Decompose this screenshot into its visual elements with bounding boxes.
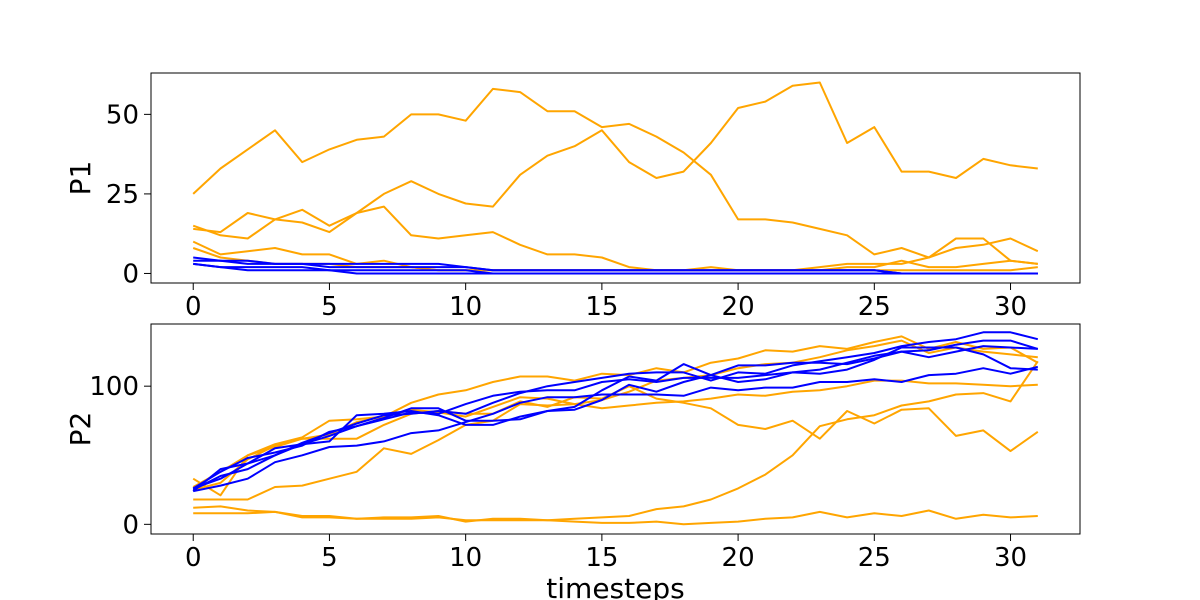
x-axis-label: timesteps (546, 572, 684, 600)
p2-x-tick-label: 10 (449, 543, 482, 573)
p1-x-tick-label: 10 (449, 292, 482, 322)
p2-x-tick-label: 15 (585, 543, 618, 573)
p2-lines (192, 331, 1039, 526)
p2-y-tick-label: 100 (89, 372, 139, 402)
p1-series-line-2 (192, 81, 1038, 240)
p2-series-line-9 (192, 365, 1039, 493)
p1-series-line-1 (192, 87, 1038, 265)
p1-series-line-9 (193, 262, 1038, 275)
subplot-p1: 0 5 10 15 20 25 30 0 25 50 P1 (64, 72, 1081, 322)
subplot-p2: 0 5 10 15 20 25 30 0 100 P2 timesteps (64, 323, 1081, 600)
p1-y-tick-label: 0 (122, 259, 139, 289)
p1-x-ticks: 0 5 10 15 20 25 30 (185, 283, 1027, 322)
p1-lines (192, 81, 1039, 275)
p1-y-tick-label: 50 (106, 100, 139, 130)
p2-series-line-10 (192, 345, 1038, 491)
p2-series-line-1 (192, 335, 1039, 497)
p2-x-ticks: 0 5 10 15 20 25 30 (185, 534, 1027, 573)
p2-y-axis-label: P2 (64, 412, 97, 447)
p1-x-tick-label: 25 (858, 292, 891, 322)
p1-x-tick-label: 20 (722, 292, 755, 322)
p1-y-tick-label: 25 (106, 180, 139, 210)
p1-y-axis-label: P1 (64, 161, 97, 196)
p2-series-line-11 (192, 331, 1039, 490)
p1-y-ticks: 0 25 50 (106, 100, 151, 289)
p2-y-tick-label: 0 (122, 510, 139, 540)
p1-x-tick-label: 5 (321, 292, 338, 322)
p2-x-tick-label: 20 (722, 543, 755, 573)
p2-series-line-5 (193, 360, 1039, 522)
p2-series-line-6 (193, 509, 1038, 526)
p1-x-tick-label: 30 (994, 292, 1027, 322)
p1-x-tick-label: 0 (185, 292, 202, 322)
p2-y-ticks: 0 100 (89, 372, 151, 540)
p2-x-tick-label: 5 (321, 543, 338, 573)
p2-x-tick-label: 25 (858, 543, 891, 573)
p2-x-tick-label: 0 (185, 543, 202, 573)
p2-x-tick-label: 30 (994, 543, 1027, 573)
p2-axes-frame (150, 323, 1081, 535)
p1-axes-frame (150, 72, 1081, 284)
p1-x-tick-label: 15 (585, 292, 618, 322)
p1-series-line-3 (193, 205, 1039, 272)
